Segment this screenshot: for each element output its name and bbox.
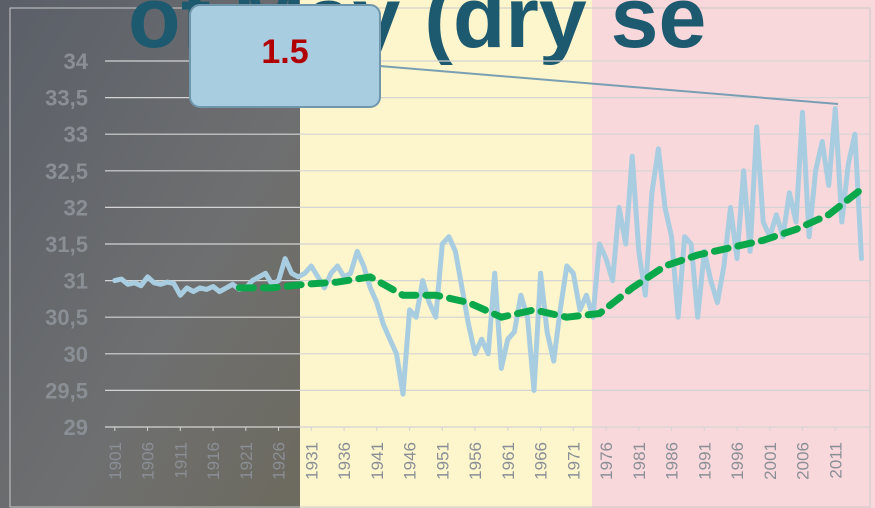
x-tick-label: 1996 [728,442,747,480]
x-tick-label: 1911 [171,442,190,479]
x-tick-label: 2011 [826,442,845,479]
x-tick-label: 1976 [597,442,616,480]
x-tick-label: 1981 [630,442,649,480]
chart: of May (dry se 2929,53030,53131,53232,53… [0,0,875,508]
x-tick-label: 1931 [302,442,321,480]
x-tick-label: 1986 [663,442,682,480]
x-tick-label: 1921 [237,442,256,480]
y-tick-label: 29 [64,415,88,440]
x-tick-label: 1951 [433,442,452,480]
flag-red [592,0,875,508]
y-tick-label: 32 [64,195,88,220]
y-tick-label: 34 [64,49,89,74]
x-tick-label: 1956 [466,442,485,480]
x-tick-label: 1926 [270,442,289,480]
x-tick-label: 1916 [204,442,223,480]
x-tick-label: 1901 [106,442,125,480]
x-tick-label: 1991 [695,442,714,480]
x-tick-label: 1941 [368,442,387,480]
y-tick-label: 29,5 [45,378,88,403]
y-tick-label: 31 [64,269,88,294]
x-tick-label: 2001 [761,442,780,480]
x-tick-label: 1936 [335,442,354,480]
y-tick-label: 33,5 [45,86,88,111]
y-tick-label: 30,5 [45,305,88,330]
x-tick-label: 2006 [794,442,813,480]
callout-text: 1.5 [261,33,308,71]
x-tick-label: 1966 [532,442,551,480]
y-tick-label: 30 [64,342,88,367]
y-tick-label: 33 [64,122,88,147]
x-tick-label: 1971 [564,442,583,480]
x-tick-label: 1906 [139,442,158,480]
x-tick-label: 1961 [499,442,518,480]
y-tick-label: 32,5 [45,159,88,184]
x-tick-label: 1946 [401,442,420,480]
y-tick-label: 31,5 [45,232,88,257]
